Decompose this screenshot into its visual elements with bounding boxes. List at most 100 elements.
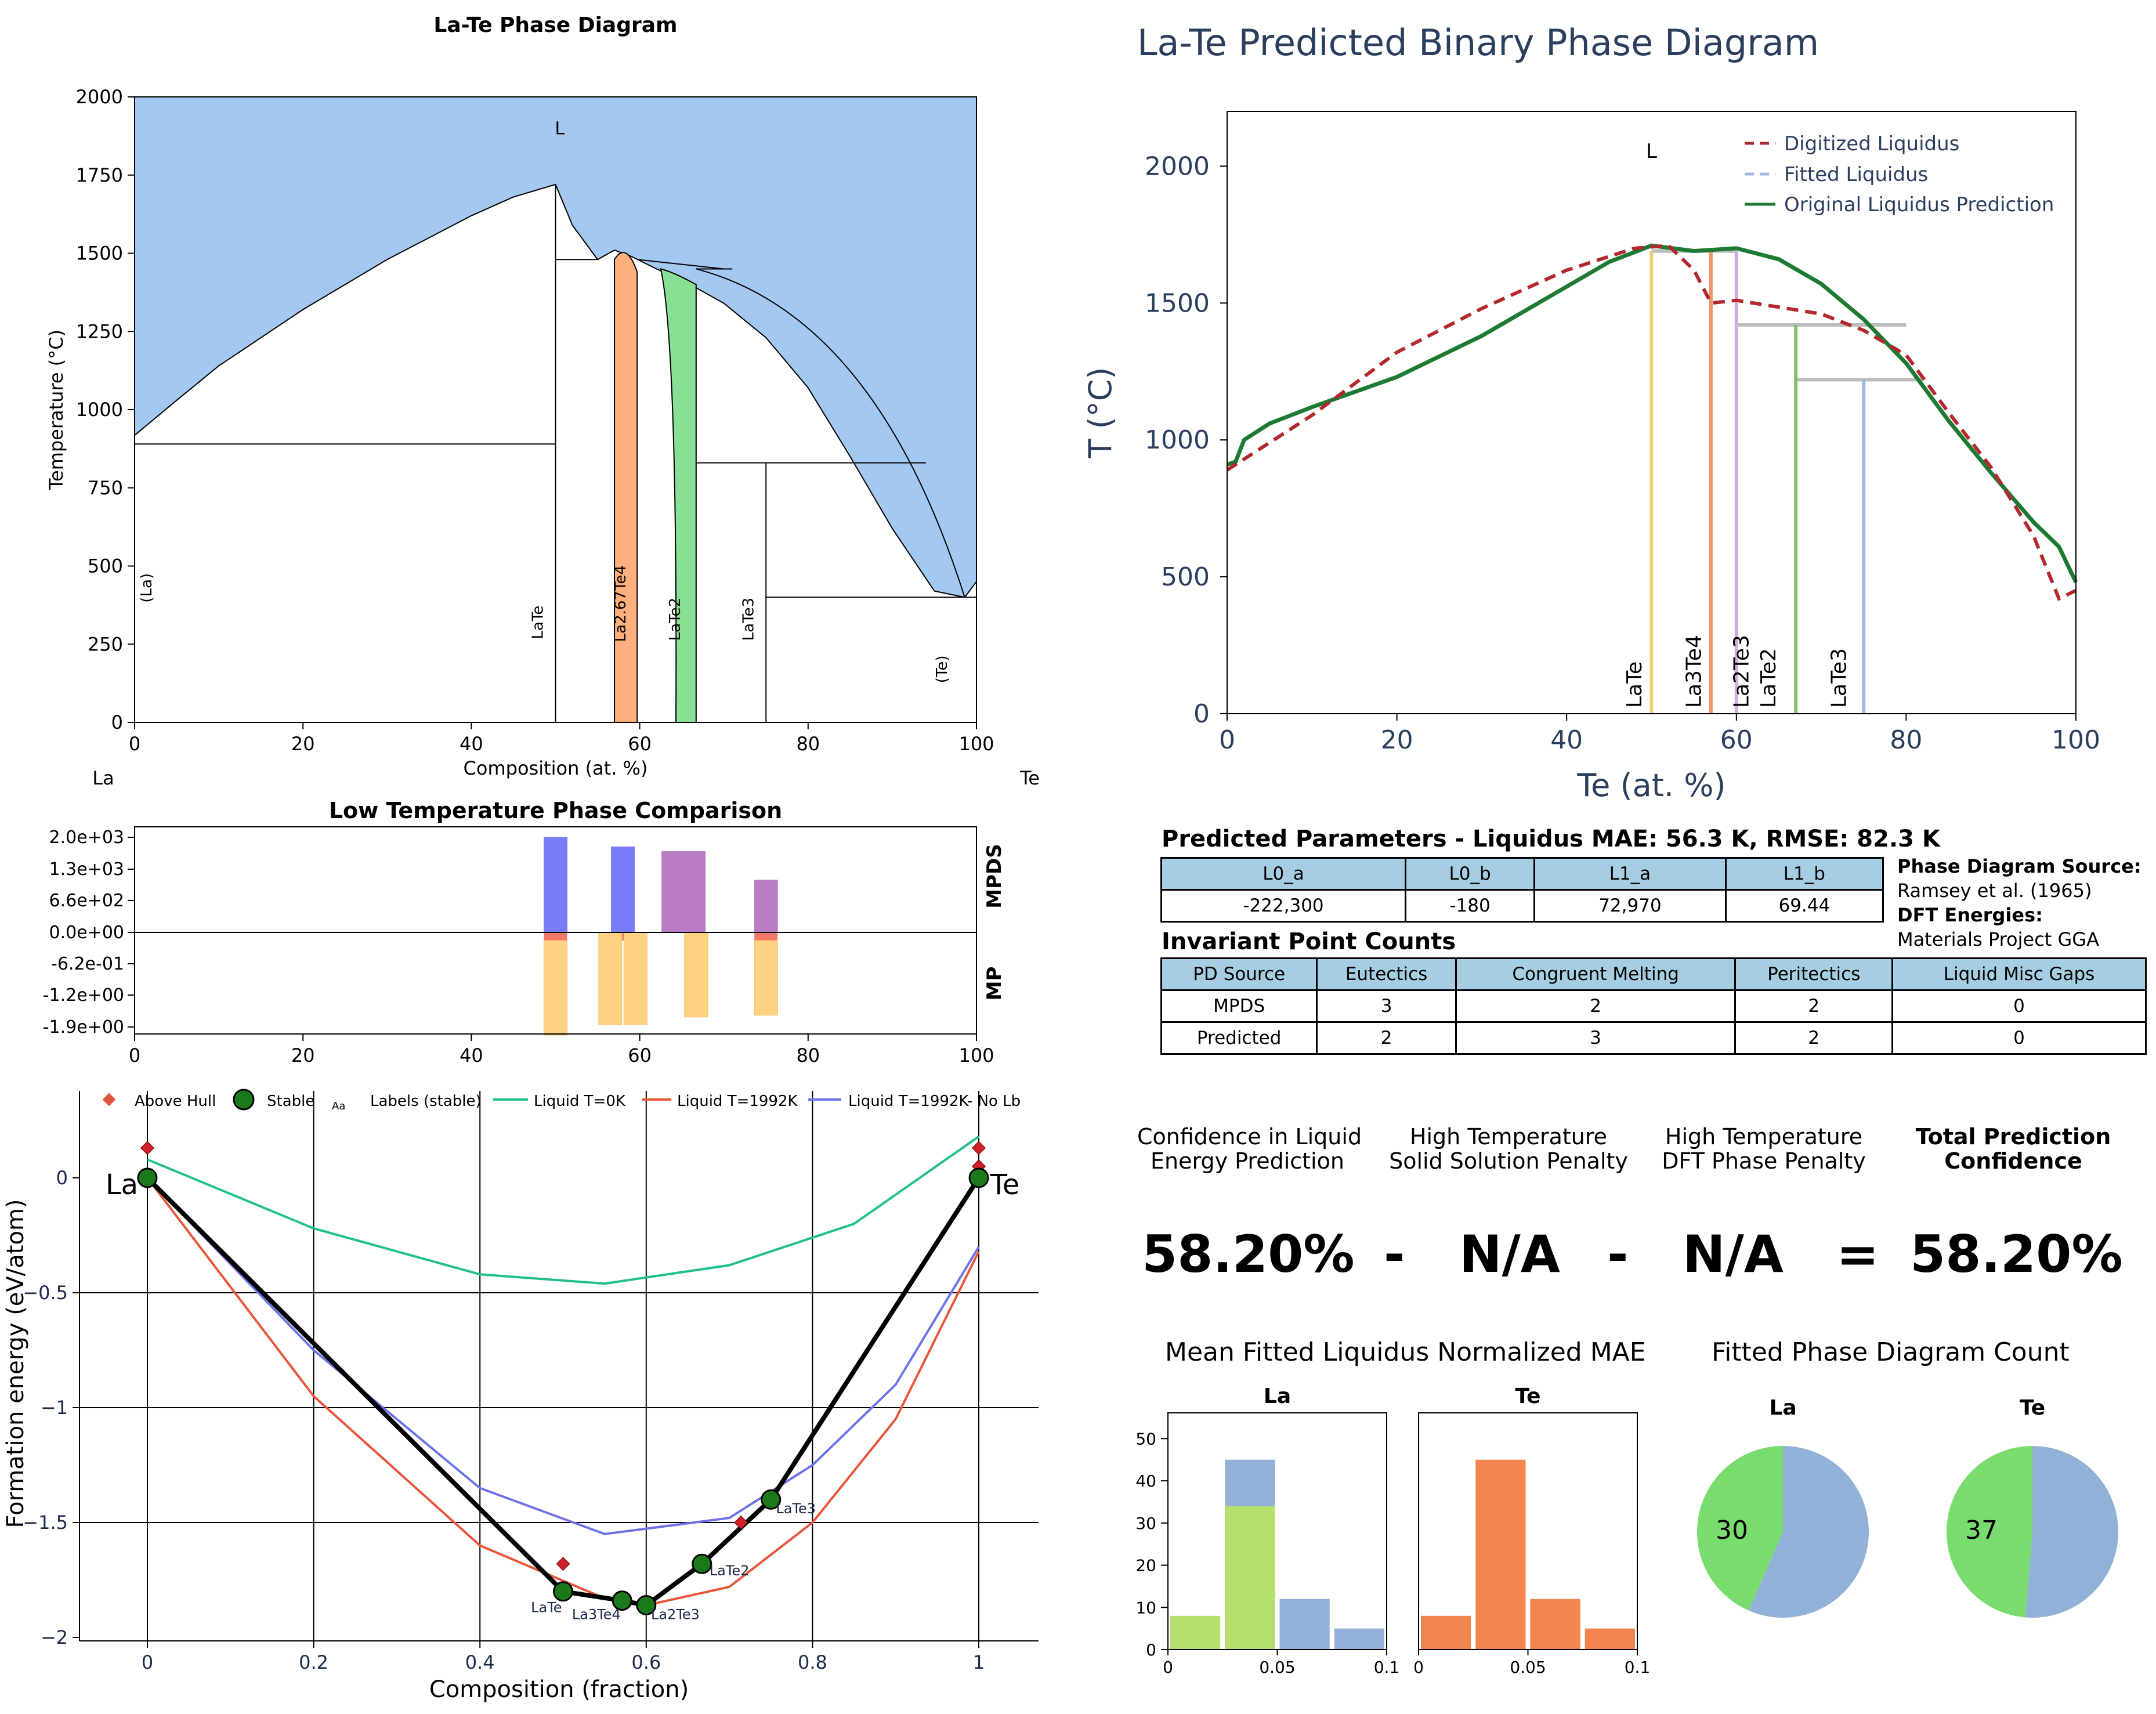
x-tick-label: 40 <box>460 733 483 755</box>
phase-label: LaTe <box>530 606 547 639</box>
params-table: L0_a L0_b L1_a L1_b -222,300 -180 72,970… <box>1160 857 1884 923</box>
phase-label: LaTe <box>1623 661 1647 708</box>
legend-label: Liquid T=1992K- No Lb <box>848 1093 1021 1110</box>
y-tick-label: 40 <box>1135 1471 1156 1491</box>
x-axis-label: Composition (fraction) <box>429 1676 689 1703</box>
stable-point <box>968 1167 989 1188</box>
x-tick-label: 0 <box>129 1044 140 1066</box>
stable-point <box>612 1590 632 1611</box>
y-tick-label: -6.2e-01 <box>51 954 124 974</box>
confidence-label-2: High Temperature Solid Solution Penalty <box>1387 1124 1630 1173</box>
legend-label: Stable <box>267 1093 314 1110</box>
y-axis-label: T (°C) <box>1082 367 1119 459</box>
y-tick-label: −2 <box>41 1626 68 1648</box>
phase-region-late2 <box>660 268 697 723</box>
x-tick-label: 1 <box>973 1651 985 1673</box>
y-tick-label: 6.6e+02 <box>49 891 124 911</box>
x-tick-label: 100 <box>958 1044 994 1066</box>
digitized-liquidus-line <box>1226 244 2077 601</box>
hist-bar <box>1530 1599 1580 1650</box>
hist-bar <box>1334 1628 1384 1650</box>
left-element-label: La <box>92 767 114 789</box>
pd-source-value: Ramsey et al. (1965) <box>1897 880 2092 902</box>
y-tick-label: 0 <box>1146 1640 1156 1659</box>
x-tick-label: 20 <box>1381 725 1413 755</box>
legend-stable-marker <box>233 1089 255 1111</box>
x-tick-label: 0.05 <box>1259 1658 1295 1677</box>
y-tick-label: 1.3e+03 <box>49 859 124 880</box>
y-tick-label: −0.5 <box>23 1282 68 1304</box>
phase-label: LaTe3 <box>1828 648 1851 708</box>
x-tick-label: 40 <box>1550 725 1583 755</box>
hist-bar <box>1585 1628 1635 1650</box>
low-temp-title: Low Temperature Phase Comparison <box>329 798 782 823</box>
y-tick-label: 0 <box>111 711 123 733</box>
stable-point <box>553 1581 573 1602</box>
hist-bar <box>1421 1615 1471 1650</box>
params-value-cell: 72,970 <box>1533 889 1727 923</box>
count-pie-panel: La 30 Te 37 <box>1696 1396 2119 1618</box>
hist-panel-title: La <box>1264 1384 1291 1408</box>
x-tick-label: 0 <box>1413 1658 1424 1677</box>
confidence-label-1a: Confidence in Liquid <box>1137 1124 1362 1149</box>
invariants-cell: 2 <box>1455 989 1737 1023</box>
liquid-curve <box>147 1136 980 1285</box>
y-tick-label: 50 <box>1135 1429 1156 1448</box>
x-tick-label: 80 <box>1890 725 1922 755</box>
legend-aa-sample: Aa <box>332 1100 345 1112</box>
pie-panel-title: Te <box>2020 1396 2045 1420</box>
invariants-cell: 3 <box>1316 989 1457 1023</box>
mp-bar <box>623 932 647 1025</box>
invariants-table: PD Source Eutectics Congruent Melting Pe… <box>1160 957 2147 1055</box>
y-tick-label: 1750 <box>76 164 123 186</box>
confidence-label-4a: Total Prediction <box>1915 1124 2111 1149</box>
phase-boundary-line <box>637 259 724 270</box>
invariants-cell: 3 <box>1455 1021 1737 1055</box>
confidence-value-4: 58.20% <box>1910 1224 2123 1284</box>
legend-label: Liquid T=1992K <box>677 1093 798 1110</box>
confidence-op-1: - <box>1384 1224 1405 1284</box>
hist-bar <box>1170 1615 1221 1650</box>
liquid-label: L <box>1646 140 1657 163</box>
confidence-label-3a: High Temperature <box>1665 1124 1863 1149</box>
predicted-panel: La-Te Predicted Binary Phase Diagram 0 20 4… <box>1082 21 2100 804</box>
source-info: Phase Diagram Source: Ramsey et al. (196… <box>1897 854 2141 952</box>
params-value-cell: -222,300 <box>1160 889 1406 923</box>
y-tick-label: 1250 <box>76 320 123 342</box>
x-tick-label: 0.8 <box>798 1651 827 1673</box>
params-title: Predicted Parameters - Liquidus MAE: 56.… <box>1162 826 1940 852</box>
y-tick-label: 750 <box>88 477 123 499</box>
pie-slice <box>1947 1446 2032 1618</box>
legend-label: Digitized Liquidus <box>1784 132 1959 156</box>
right-element-label: Te <box>1019 767 1040 789</box>
params-header-cell: L1_b <box>1724 857 1884 891</box>
pie-label: 37 <box>1965 1516 1998 1545</box>
params-value-cell: 69.44 <box>1724 889 1884 923</box>
legend-label: Labels (stable) <box>370 1093 482 1110</box>
y-tick-label: 0.0e+00 <box>49 923 124 943</box>
y-tick-label: 2000 <box>76 86 123 108</box>
mp-bar <box>544 940 567 1036</box>
phase-region-la267te4 <box>614 252 638 723</box>
legend-label: Original Liquidus Prediction <box>1784 193 2054 216</box>
above-hull-marker <box>971 1141 986 1155</box>
confidence-op-3: = <box>1836 1224 1879 1284</box>
above-hull-marker <box>140 1141 155 1155</box>
plot-frame <box>1227 111 2077 714</box>
y-axis-label: Formation energy (eV/atom) <box>2 1199 29 1528</box>
invariants-header-cell: Liquid Misc Gaps <box>1891 957 2147 991</box>
y-tick-label: 2.0e+03 <box>49 827 124 848</box>
hull-point-label: LaTe3 <box>776 1500 816 1517</box>
x-tick-label: 0 <box>1219 725 1235 755</box>
pd-source-label: Phase Diagram Source: <box>1897 855 2141 877</box>
x-axis-label: Te (at. %) <box>1576 767 1725 804</box>
y-tick-label: 1500 <box>76 243 123 265</box>
mpds-bar <box>754 880 778 933</box>
invariants-title: Invariant Point Counts <box>1162 928 1456 955</box>
x-tick-label: 0 <box>129 733 140 755</box>
x-tick-label: 0.1 <box>1374 1658 1400 1677</box>
confidence-label-2b: Solid Solution Penalty <box>1389 1148 1628 1174</box>
end-label-left: La <box>106 1169 138 1201</box>
invariants-cell: 0 <box>1891 1021 2147 1055</box>
confidence-op-2: - <box>1607 1224 1629 1284</box>
